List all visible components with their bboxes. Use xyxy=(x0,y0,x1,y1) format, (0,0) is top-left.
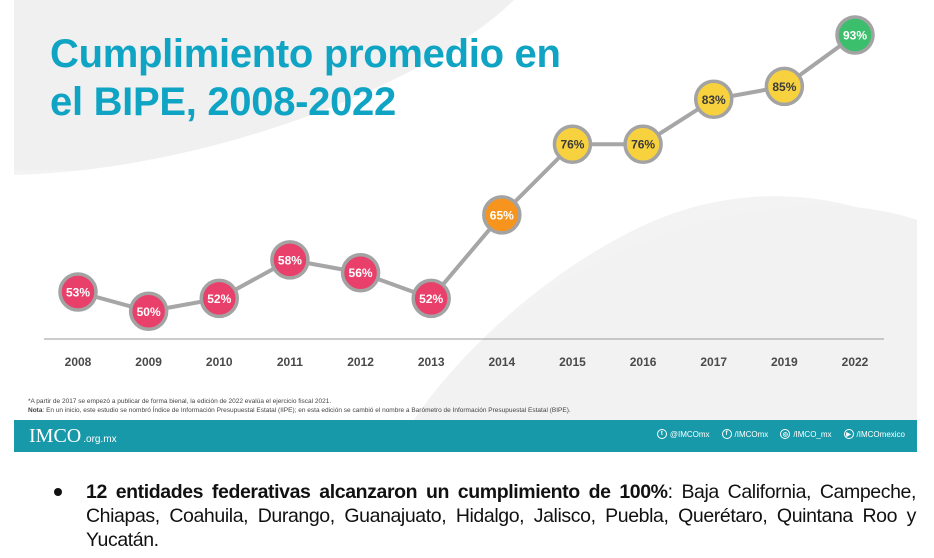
data-marker xyxy=(58,272,98,312)
data-label: 76% xyxy=(631,138,655,152)
chart-title: Cumplimiento promedio en el BIPE, 2008-2… xyxy=(50,30,561,126)
x-tick-label: 2017 xyxy=(700,355,727,369)
data-label: 52% xyxy=(207,292,231,306)
twitter-icon: t xyxy=(656,429,667,439)
data-point-2014: 65% xyxy=(482,195,522,235)
youtube-icon: ▶ xyxy=(843,429,854,439)
data-point-2013: 52% xyxy=(411,278,451,319)
social-label: /IMCOmx xyxy=(734,429,769,439)
social-links: t @IMCOmx f /IMCOmx ◎ /IMCO_mx ▶ /IMCOme… xyxy=(656,429,905,439)
data-label: 85% xyxy=(772,80,796,94)
data-label: 58% xyxy=(278,253,302,267)
title-line-2: el BIPE, 2008-2022 xyxy=(50,80,396,124)
imco-logo[interactable]: IMCO .org.mx xyxy=(29,425,117,448)
data-marker xyxy=(693,79,734,119)
bg-shape-white xyxy=(14,0,917,420)
footnote-1: *A partir de 2017 se empezó a publicar d… xyxy=(28,398,332,405)
data-label: 50% xyxy=(137,305,161,319)
bullet-paragraph: 12 entidades federativas alcanzaron un c… xyxy=(86,480,916,552)
x-tick-label: 2012 xyxy=(347,355,374,369)
data-marker xyxy=(482,195,522,235)
data-point-2011: 58% xyxy=(270,240,310,280)
data-label: 53% xyxy=(66,286,90,300)
footnotes: *A partir de 2017 se empezó a publicar d… xyxy=(28,398,571,415)
social-youtube[interactable]: ▶ /IMCOmexico xyxy=(843,429,905,439)
bullet-icon xyxy=(54,488,62,496)
bullet-rest-text: : Baja California, Campeche, Chiapas, Co… xyxy=(86,481,916,551)
instagram-icon: ◎ xyxy=(780,429,791,439)
x-tick-label: 2019 xyxy=(771,355,798,369)
bullet-bold-text: 12 entidades federativas alcanzaron un c… xyxy=(86,481,668,503)
data-label: 52% xyxy=(419,292,443,306)
data-label: 56% xyxy=(349,266,373,280)
social-label: @IMCOmx xyxy=(669,429,710,439)
x-tick-label: 2011 xyxy=(277,355,303,369)
x-tick-label: 2016 xyxy=(630,355,657,369)
social-label: /IMCOmexico xyxy=(856,429,905,439)
data-point-2012: 56% xyxy=(340,252,381,293)
data-marker xyxy=(552,124,593,164)
data-point-2009: 50% xyxy=(128,291,169,332)
data-marker xyxy=(270,240,310,280)
footnote-2: Nota: En un inicio, este estudio se nomb… xyxy=(28,407,571,416)
data-marker xyxy=(128,291,169,332)
data-point-2017: 83% xyxy=(693,79,734,119)
logo-domain: .org.mx xyxy=(83,434,117,445)
data-marker xyxy=(623,124,663,164)
x-tick-label: 2022 xyxy=(842,355,869,369)
footer-bar: IMCO .org.mx t @IMCOmx f /IMCOmx ◎ /IMCO… xyxy=(14,420,917,452)
data-marker xyxy=(764,66,805,107)
x-tick-label: 2013 xyxy=(418,355,445,369)
data-point-2008: 53% xyxy=(58,272,98,312)
data-marker xyxy=(835,15,875,55)
x-tick-label: 2008 xyxy=(65,355,92,369)
data-label: 76% xyxy=(560,138,584,152)
bg-shape-bottom-right xyxy=(414,205,917,420)
chart-slide: Cumplimiento promedio en el BIPE, 2008-2… xyxy=(14,0,917,452)
footnote-2-text: : En un inicio, este estudio se nombró Í… xyxy=(42,406,571,414)
x-tick-label: 2015 xyxy=(559,355,586,369)
slide-background-shapes xyxy=(14,0,917,420)
social-label: /IMCO_mx xyxy=(793,429,832,439)
data-label: 65% xyxy=(490,208,514,222)
social-facebook[interactable]: f /IMCOmx xyxy=(721,429,769,439)
data-point-2019: 85% xyxy=(764,66,805,107)
data-point-2022: 93% xyxy=(835,15,875,55)
title-line-1: Cumplimiento promedio en xyxy=(50,32,561,76)
line-chart: 53% 50% 52% 58% 56% 52% 65% 76% 76% 83% 85% 93% 200… xyxy=(44,15,884,369)
bg-shape-top-left xyxy=(14,0,514,170)
logo-text: IMCO xyxy=(29,425,82,447)
data-point-2010: 52% xyxy=(199,278,240,319)
facebook-icon: f xyxy=(721,429,732,439)
x-tick-labels: 2008 2009 2010 2011 2012 2013 2014 2015 2016 2017… xyxy=(65,355,869,369)
social-instagram[interactable]: ◎ /IMCO_mx xyxy=(780,429,832,439)
data-marker xyxy=(199,278,240,319)
social-twitter[interactable]: t @IMCOmx xyxy=(656,429,710,439)
x-tick-label: 2014 xyxy=(488,355,515,369)
data-marker xyxy=(340,252,381,293)
data-label: 93% xyxy=(843,29,867,43)
data-point-2015: 76% xyxy=(552,124,593,164)
data-label: 83% xyxy=(702,93,726,107)
series-line xyxy=(77,33,857,314)
footnote-2-label: Nota xyxy=(28,406,43,414)
x-tick-label: 2010 xyxy=(206,355,233,369)
x-tick-label: 2009 xyxy=(135,355,162,369)
markers-group: 53% 50% 52% 58% 56% 52% 65% 76% 76% 83% 85% 93% xyxy=(58,15,875,332)
series-line-group xyxy=(77,33,857,314)
data-marker xyxy=(411,278,451,319)
data-point-2016: 76% xyxy=(623,124,663,164)
